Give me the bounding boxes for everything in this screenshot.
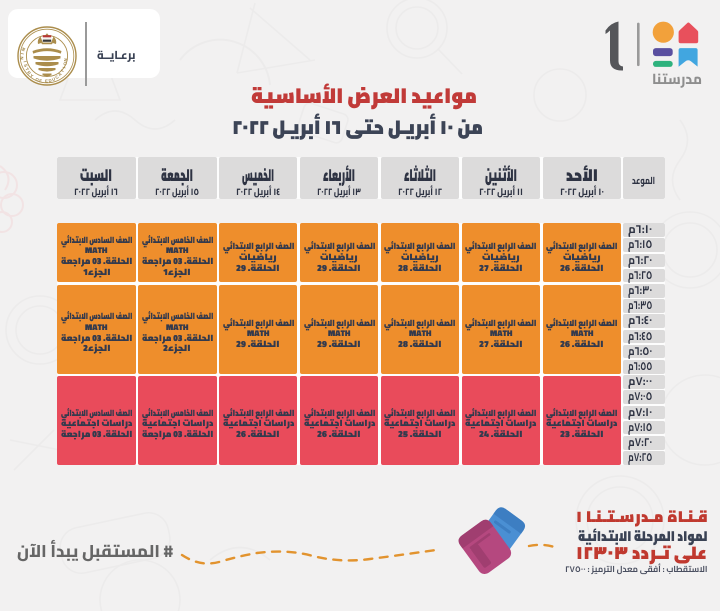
svg-text:R: R <box>26 70 32 76</box>
svg-text:D: D <box>48 78 52 84</box>
svg-text:T: T <box>60 68 66 73</box>
svg-text:N: N <box>19 56 24 59</box>
svg-text:E: E <box>45 79 48 84</box>
svg-text:F: F <box>39 78 42 83</box>
svg-text:Y: Y <box>29 73 34 79</box>
svg-text:O: O <box>62 61 68 66</box>
svg-text:A: A <box>57 72 63 78</box>
svg-text:T: T <box>24 67 30 72</box>
svg-text:I: I <box>61 66 66 69</box>
svg-text:I: I <box>23 61 28 63</box>
svg-text:U: U <box>51 76 56 82</box>
svg-text:N: N <box>63 58 68 61</box>
svg-text:S: S <box>23 63 29 68</box>
svg-text:M: M <box>20 46 26 52</box>
svg-text:I: I <box>20 53 25 55</box>
svg-text:O: O <box>35 77 40 83</box>
svg-text:C: C <box>54 74 59 80</box>
